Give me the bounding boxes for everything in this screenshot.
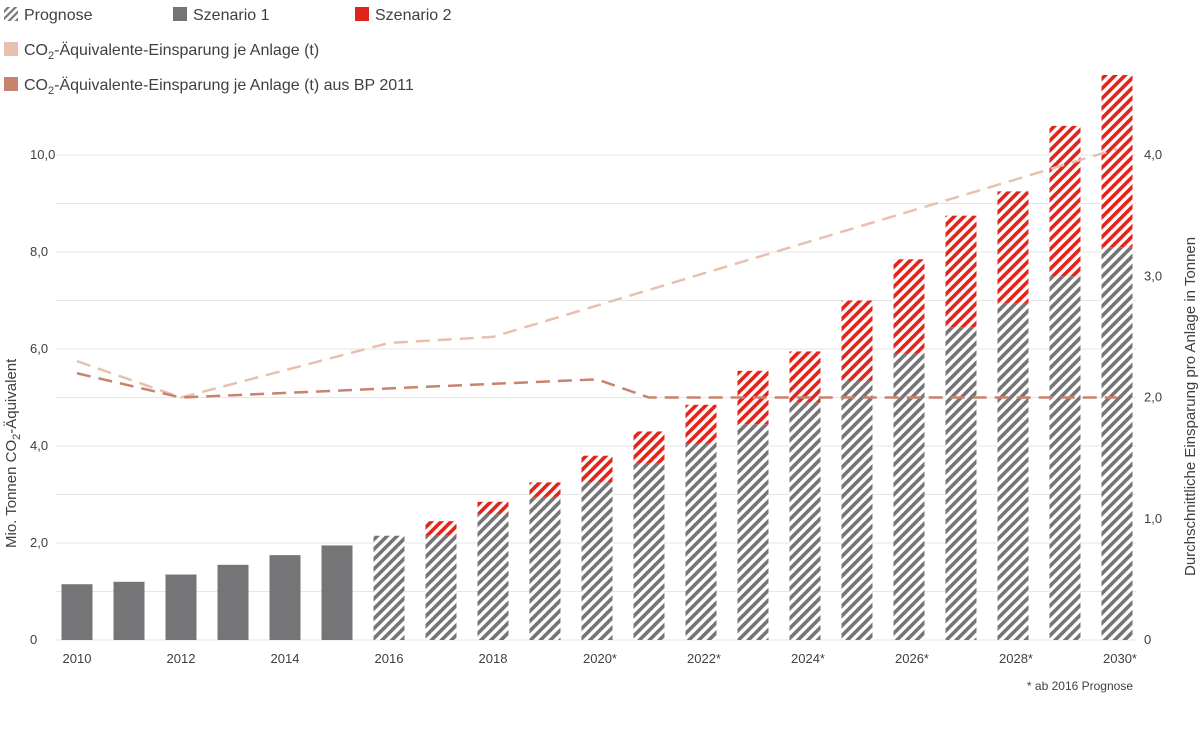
bar-scenario1 [945,327,977,640]
y-right-tick-labels: 0 1,0 2,0 3,0 4,0 [1144,147,1162,647]
x-tick-label: 2030* [1103,651,1137,666]
bar-scenario1 [61,584,93,640]
bar-scenario2 [997,191,1029,303]
bar-scenario1 [373,535,405,640]
bar-scenario1 [685,443,717,640]
bar-scenario1 [165,574,197,640]
bar-scenario1 [633,462,665,640]
bars [61,74,1133,640]
y-left-tick-label: 6,0 [30,341,48,356]
bar-scenario1 [581,482,613,640]
bar-scenario1 [841,380,873,640]
bar-scenario1 [737,424,769,640]
legend-label-scenario1: Szenario 1 [193,7,270,24]
y-right-tick-label: 4,0 [1144,147,1162,162]
bar-scenario1 [1049,276,1081,640]
y-left-tick-label: 8,0 [30,244,48,259]
legend-swatch-line-bp2011 [4,77,18,91]
bar-scenario2 [945,215,977,328]
legend-swatch-scenario1 [173,7,187,21]
bar-scenario1 [477,513,509,640]
legend-label-prognose: Prognose [24,7,93,24]
y-right-tick-label: 0 [1144,632,1151,647]
legend-item-line-current: CO2-Äquivalente-Einsparung je Anlage (t) [4,41,319,62]
legend-item-scenario1: Szenario 1 [173,7,270,24]
y-left-tick-labels: 0 2,0 4,0 6,0 8,0 10,0 [30,147,55,647]
x-tick-label: 2020* [583,651,617,666]
bar-scenario2 [893,259,925,354]
legend-item-scenario2: Szenario 2 [355,7,452,24]
bar-scenario1 [321,545,353,640]
bar-scenario2 [425,521,457,536]
x-tick-label: 2028* [999,651,1033,666]
y-left-tick-label: 4,0 [30,438,48,453]
x-tick-label: 2012 [167,651,196,666]
legend: Prognose Szenario 1 Szenario 2 CO2-Äquiv… [4,7,452,97]
bar-scenario2 [841,300,873,381]
footnote: * ab 2016 Prognose [1027,679,1133,693]
legend-item-line-bp2011: CO2-Äquivalente-Einsparung je Anlage (t)… [4,76,414,97]
x-tick-label: 2026* [895,651,929,666]
x-tick-label: 2024* [791,651,825,666]
bar-scenario1 [529,496,561,640]
bar-scenario1 [269,555,301,640]
x-tick-label: 2018 [479,651,508,666]
legend-item-prognose: Prognose [4,7,93,24]
bar-scenario1 [425,535,457,640]
x-tick-label: 2010 [63,651,92,666]
line-bp2011 [76,372,1117,399]
bar-scenario1 [893,353,925,640]
legend-swatch-prognose [4,7,18,21]
bar-scenario1 [113,581,145,640]
y-left-tick-label: 0 [30,632,37,647]
bar-scenario2 [789,351,821,403]
line-current [76,147,1118,399]
bar-scenario2 [633,431,665,463]
x-tick-label: 2022* [687,651,721,666]
y-left-axis-title: Mio. Tonnen CO2-Äquivalent [3,358,23,548]
bar-scenario2 [685,404,717,444]
lines [76,147,1118,399]
bar-scenario1 [1101,247,1133,640]
y-left-tick-label: 2,0 [30,535,48,550]
y-right-tick-label: 3,0 [1144,268,1162,283]
bar-scenario2 [581,455,613,483]
legend-label-line-bp2011: CO2-Äquivalente-Einsparung je Anlage (t)… [24,76,414,97]
legend-label-line-current: CO2-Äquivalente-Einsparung je Anlage (t) [24,41,319,62]
y-right-tick-label: 1,0 [1144,511,1162,526]
x-tick-label: 2014 [271,651,300,666]
legend-swatch-line-current [4,42,18,56]
y-right-axis-title: Durchschnittliche Einsparung pro Anlage … [1182,237,1199,576]
bar-scenario2 [1049,125,1081,277]
bar-scenario1 [217,564,249,640]
bar-scenario2 [529,482,561,497]
x-tick-labels: 2010 2012 2014 2016 2018 2020* 2022* 2024* 2026*… [63,651,1137,666]
bar-scenario2 [1101,74,1133,248]
bar-scenario1 [789,402,821,640]
x-tick-label: 2016 [375,651,404,666]
legend-swatch-scenario2 [355,7,369,21]
legend-label-scenario2: Szenario 2 [375,7,452,24]
bar-scenario1 [997,302,1029,640]
y-left-tick-label: 10,0 [30,147,55,162]
y-right-tick-label: 2,0 [1144,390,1162,405]
bar-scenario2 [477,501,509,514]
